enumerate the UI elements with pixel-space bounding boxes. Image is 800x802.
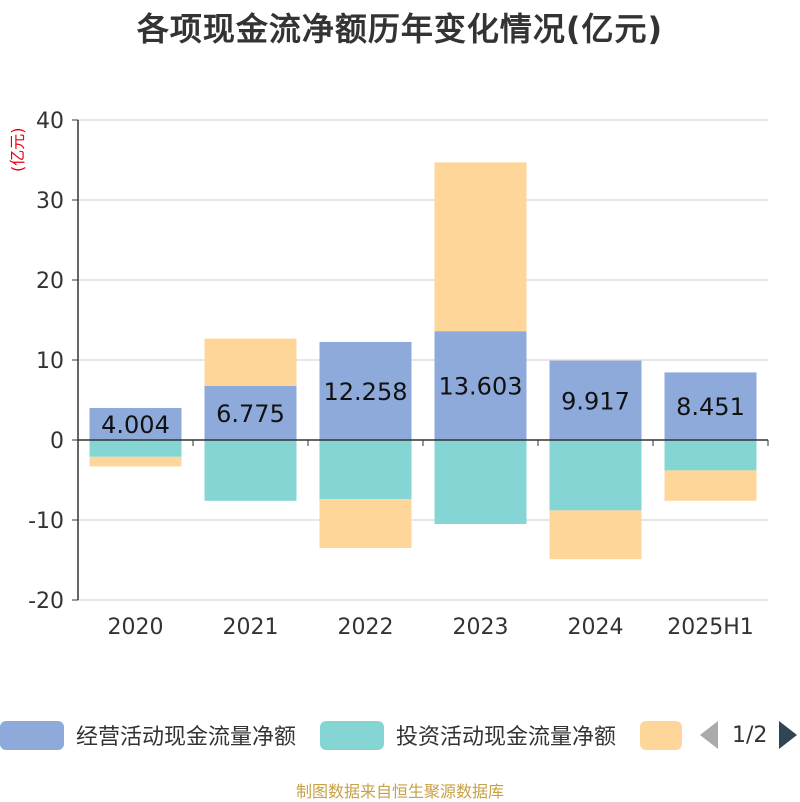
- data-labels: 4.004 6.775 12.258 13.603 9.917 8.451: [101, 373, 745, 439]
- y-tick-label: -10: [28, 509, 64, 534]
- bar-2024-series-1: [549, 440, 642, 511]
- bar-2020-series-2: [89, 456, 182, 467]
- x-tick-label: 2024: [568, 615, 624, 640]
- data-label-2024: 9.917: [561, 387, 630, 415]
- legend-swatch-operating: [0, 720, 64, 750]
- grid-lines: [78, 119, 768, 601]
- legend-item-financing[interactable]: [640, 720, 682, 750]
- y-tick-label: 20: [36, 269, 64, 294]
- y-tick-label: -20: [28, 589, 64, 614]
- y-tick-label: 30: [36, 189, 64, 214]
- bar-2020-series-1: [89, 440, 182, 457]
- data-label-2025H1: 8.451: [676, 393, 745, 421]
- legend: 经营活动现金流量净额 投资活动现金流量净额 1/2: [0, 716, 800, 756]
- bar-2020-series-0: [89, 407, 182, 440]
- source-note: 制图数据来自恒生聚源数据库: [295, 782, 504, 801]
- data-label-2023: 13.603: [439, 373, 523, 401]
- bars: [89, 162, 757, 560]
- bar-2024-series-0: [549, 360, 642, 440]
- data-label-2021: 6.775: [216, 400, 285, 428]
- x-tick-label: 2021: [223, 615, 279, 640]
- x-tick-label: 2025H1: [667, 615, 754, 640]
- y-tick-label: 0: [50, 429, 64, 454]
- x-tick-label: 2020: [108, 615, 164, 640]
- bar-2022-series-1: [319, 440, 412, 500]
- bar-2025H1-series-2: [664, 470, 757, 501]
- bar-2025H1-series-1: [664, 440, 757, 471]
- bar-2025H1-series-0: [664, 372, 757, 440]
- data-label-2022: 12.258: [324, 378, 408, 406]
- legend-page-indicator: 1/2: [732, 722, 768, 748]
- x-tick-label: 2023: [453, 615, 509, 640]
- legend-swatch-investing: [320, 720, 384, 750]
- bar-2023-series-1: [434, 440, 527, 524]
- chevron-left-icon[interactable]: [700, 721, 718, 749]
- stacked-bar-chart: -20 -10 0 10 20 30 40 2020 2021 2022 2023 2024 2025H…: [28, 109, 769, 640]
- legend-label-investing: 投资活动现金流量净额: [396, 725, 617, 750]
- chart-title: 各项现金流净额历年变化情况(亿元): [136, 10, 664, 48]
- legend-swatch-financing: [640, 720, 682, 750]
- bar-2022-series-0: [319, 341, 412, 440]
- bar-2023-series-2: [434, 162, 527, 332]
- bar-2022-series-2: [319, 499, 412, 548]
- legend-item-investing[interactable]: 投资活动现金流量净额: [320, 720, 616, 750]
- legend-item-operating[interactable]: 经营活动现金流量净额: [0, 720, 296, 750]
- axes: -20 -10 0 10 20 30 40 2020 2021 2022 2023 2024 2025H…: [28, 109, 769, 640]
- y-tick-label: 10: [36, 349, 64, 374]
- bar-2021-series-1: [204, 440, 297, 501]
- bar-2024-series-2: [549, 510, 642, 560]
- bar-2021-series-0: [204, 385, 297, 440]
- chevron-right-icon[interactable]: [779, 721, 798, 749]
- data-label-2020: 4.004: [101, 411, 170, 439]
- x-tick-label: 2022: [338, 615, 394, 640]
- bar-2023-series-0: [434, 331, 527, 440]
- bar-2021-series-2: [204, 338, 297, 386]
- legend-label-operating: 经营活动现金流量净额: [76, 725, 297, 750]
- legend-pager: 1/2: [700, 718, 798, 752]
- y-tick-label: 40: [36, 109, 64, 134]
